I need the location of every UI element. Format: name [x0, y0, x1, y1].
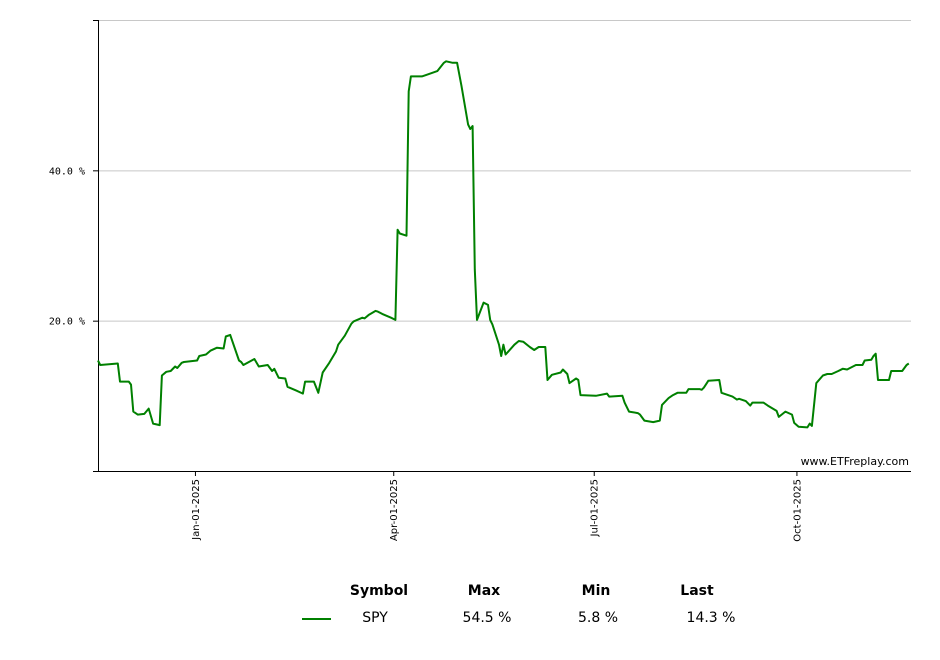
- x-tick-label: Apr-01-2025: [389, 479, 400, 541]
- legend-max: 54.5 %: [462, 610, 512, 626]
- series-line-spy: [97, 60, 910, 429]
- grid-lines: [98, 20, 911, 322]
- x-tick-label: Jul-01-2025: [590, 479, 601, 537]
- watermark: www.ETFreplay.com: [801, 455, 909, 468]
- legend-swatch-spy: [302, 618, 331, 620]
- legend-last: 14.3 %: [686, 610, 736, 626]
- y-tick-label: 20.0 %: [49, 317, 85, 328]
- x-axis-ticks: Jan-01-2025 Apr-01-2025 Jul-01-2025 Oct-01-…: [191, 471, 803, 542]
- y-axis-ticks: 20.0 % 40.0 %: [49, 20, 98, 472]
- header-max: Max: [467, 583, 501, 599]
- x-tick-label: Oct-01-2025: [792, 479, 803, 542]
- header-min: Min: [581, 583, 611, 599]
- header-last: Last: [680, 583, 714, 599]
- legend-symbol: SPY: [362, 610, 388, 626]
- series-group: [97, 60, 910, 429]
- header-symbol: Symbol: [349, 583, 409, 599]
- y-tick-label: 40.0 %: [49, 166, 85, 177]
- legend-min: 5.8 %: [577, 610, 619, 626]
- axes: [98, 20, 911, 472]
- x-tick-label: Jan-01-2025: [191, 479, 202, 541]
